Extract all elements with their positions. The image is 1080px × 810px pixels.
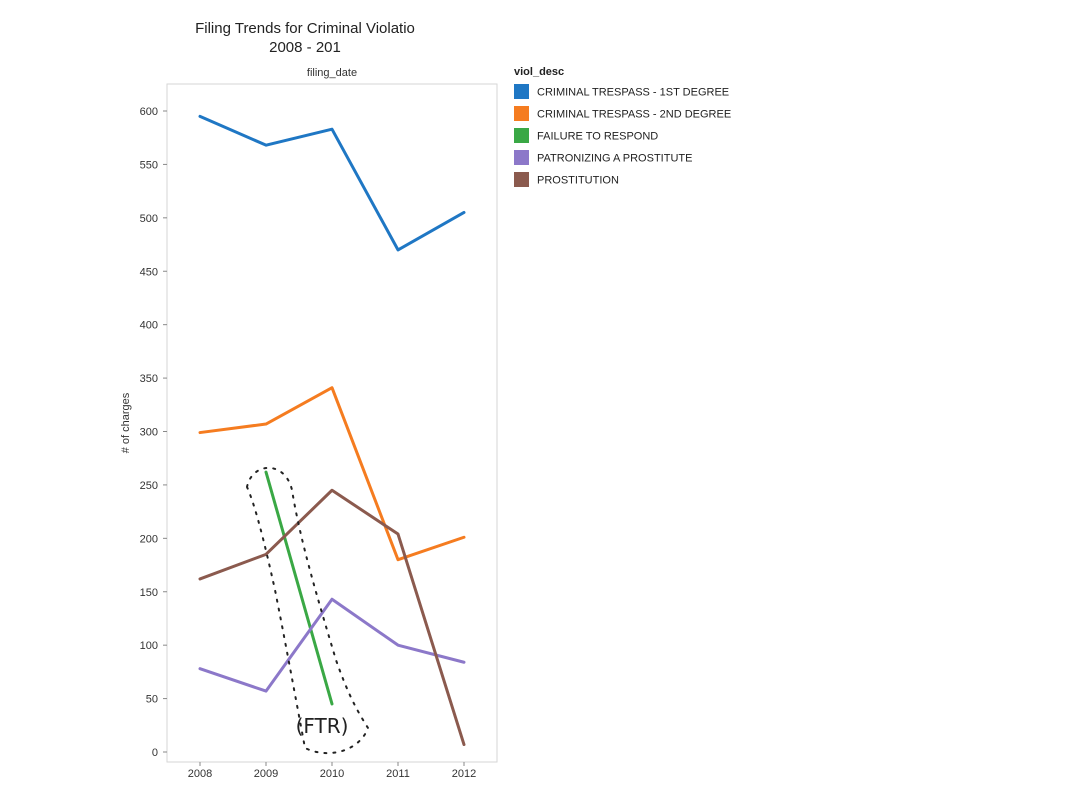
x-axis-label: filing_date (307, 67, 357, 79)
y-tick-label: 250 (140, 480, 158, 492)
ftr-dashed-loop (245, 466, 370, 755)
x-tick-label: 2011 (386, 768, 410, 780)
legend-swatch (514, 128, 529, 143)
y-axis-label: # of charges (120, 392, 132, 453)
legend-title: viol_desc (514, 66, 564, 78)
series-lines (198, 114, 466, 747)
chart-title: Filing Trends for Criminal Violatio (195, 20, 415, 37)
y-tick-label: 0 (152, 747, 158, 759)
series-line-4 (198, 597, 466, 693)
legend-swatch (514, 84, 529, 99)
y-tick-label: 150 (140, 587, 158, 599)
ftr-annotation: (FTR) (245, 466, 370, 755)
x-tick-label: 2010 (320, 768, 344, 780)
legend-label: PATRONIZING A PROSTITUTE (537, 153, 692, 165)
x-tick-label: 2012 (452, 768, 476, 780)
ftr-annotation-text: (FTR) (296, 714, 349, 738)
legend-label: PROSTITUTION (537, 175, 619, 187)
series-line-5 (198, 488, 466, 747)
legend-label: FAILURE TO RESPOND (537, 131, 658, 143)
y-tick-label: 500 (140, 213, 158, 225)
y-tick-label: 400 (140, 320, 158, 332)
x-axis-ticks: 2008 2009 2010 2011 2012 (188, 762, 476, 780)
legend: CRIMINAL TRESPASS - 1ST DEGREE CRIMINAL T… (514, 84, 731, 187)
legend-label: CRIMINAL TRESPASS - 2ND DEGREE (537, 109, 731, 121)
y-tick-label: 450 (140, 266, 158, 278)
series-line-3 (264, 470, 334, 706)
legend-swatch (514, 106, 529, 121)
y-tick-label: 300 (140, 427, 158, 439)
y-tick-label: 600 (140, 106, 158, 118)
chart-subtitle: 2008 - 201 (269, 39, 341, 56)
series-line-2 (198, 386, 466, 562)
series-line-1 (198, 114, 466, 252)
y-tick-label: 350 (140, 373, 158, 385)
legend-swatch (514, 172, 529, 187)
y-tick-label: 100 (140, 640, 158, 652)
plot-frame (166, 83, 498, 763)
legend-swatch (514, 150, 529, 165)
x-tick-label: 2009 (254, 768, 278, 780)
x-tick-label: 2008 (188, 768, 212, 780)
y-tick-label: 550 (140, 159, 158, 171)
legend-label: CRIMINAL TRESPASS - 1ST DEGREE (537, 87, 729, 99)
y-tick-label: 50 (146, 694, 158, 706)
y-axis-ticks: 0 50 100 150 200 250 300 350 400 450 500 550 600 (140, 106, 167, 759)
y-tick-label: 200 (140, 533, 158, 545)
